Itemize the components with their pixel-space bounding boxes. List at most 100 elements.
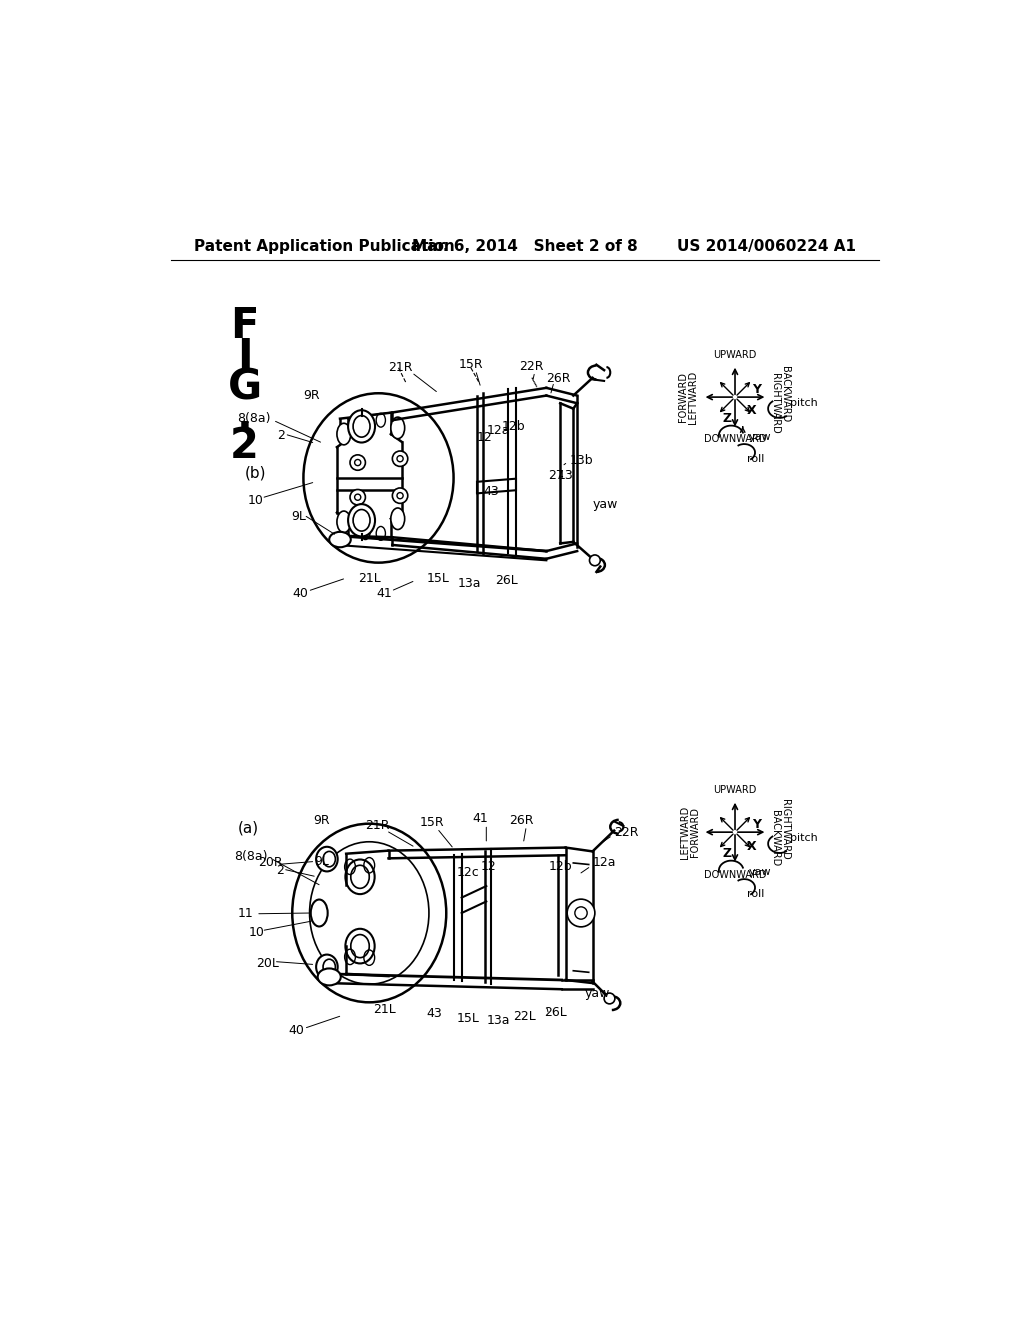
Text: 27: 27 [549, 469, 564, 482]
Text: 15R: 15R [459, 358, 483, 371]
Ellipse shape [323, 851, 336, 867]
Text: .: . [237, 396, 253, 438]
Text: 9R: 9R [303, 389, 319, 403]
Text: (b): (b) [245, 465, 266, 480]
Ellipse shape [303, 393, 454, 562]
Text: Z: Z [723, 412, 732, 425]
Text: F: F [230, 305, 259, 347]
Text: DOWNWARD: DOWNWARD [703, 434, 766, 445]
Ellipse shape [323, 960, 336, 974]
Text: LEFTWARD: LEFTWARD [688, 371, 697, 424]
Text: yaw: yaw [593, 499, 617, 511]
Text: G: G [227, 367, 262, 409]
Text: 43: 43 [427, 1007, 442, 1020]
Ellipse shape [337, 511, 351, 533]
Ellipse shape [353, 416, 370, 437]
Text: 41: 41 [472, 812, 488, 825]
Circle shape [350, 490, 366, 506]
Text: yaw: yaw [749, 432, 771, 442]
Text: 2: 2 [230, 425, 259, 467]
Text: 10: 10 [249, 925, 265, 939]
Text: yaw: yaw [749, 867, 771, 878]
Text: 2: 2 [278, 429, 286, 442]
Text: DOWNWARD: DOWNWARD [703, 870, 766, 879]
Text: Patent Application Publication: Patent Application Publication [194, 239, 455, 255]
Text: 20L: 20L [256, 957, 280, 970]
Ellipse shape [353, 510, 370, 531]
Text: 13: 13 [558, 469, 573, 482]
Text: 15L: 15L [427, 572, 450, 585]
Text: UPWARD: UPWARD [714, 350, 757, 360]
Ellipse shape [348, 411, 375, 442]
Circle shape [392, 451, 408, 466]
Circle shape [567, 899, 595, 927]
Text: 13a: 13a [486, 1014, 510, 1027]
Circle shape [350, 455, 366, 470]
Text: 15R: 15R [420, 816, 444, 829]
Circle shape [574, 907, 587, 919]
Circle shape [392, 488, 408, 503]
Text: 22L: 22L [513, 1010, 537, 1023]
Ellipse shape [348, 504, 375, 536]
Text: I: I [237, 337, 252, 378]
Text: pitch: pitch [791, 833, 818, 843]
Ellipse shape [316, 954, 338, 979]
Text: 8(8a): 8(8a) [238, 412, 270, 425]
Text: 40: 40 [292, 587, 308, 601]
Text: 9L: 9L [291, 510, 306, 523]
Text: RIGHTWARD: RIGHTWARD [770, 372, 780, 434]
Text: 13b: 13b [569, 454, 593, 467]
Text: 12: 12 [480, 861, 497, 874]
Text: 21L: 21L [357, 572, 381, 585]
Text: 12a: 12a [593, 857, 616, 870]
Text: 20R: 20R [258, 857, 283, 870]
Text: yaw: yaw [585, 987, 610, 1001]
Text: 26L: 26L [495, 574, 518, 587]
Ellipse shape [345, 929, 375, 964]
Ellipse shape [391, 417, 404, 438]
Text: 12a: 12a [486, 425, 510, 437]
Text: Z: Z [723, 847, 732, 861]
Text: 13a: 13a [458, 577, 481, 590]
Text: Y: Y [752, 818, 761, 832]
Text: 12: 12 [477, 430, 493, 444]
Text: roll: roll [746, 888, 764, 899]
Text: 22R: 22R [519, 360, 543, 372]
Text: 26L: 26L [544, 1006, 567, 1019]
Text: 9R: 9R [313, 814, 330, 828]
Text: X: X [748, 840, 757, 853]
Text: 21L: 21L [374, 1003, 396, 1016]
Text: Y: Y [752, 383, 761, 396]
Text: 26R: 26R [546, 372, 570, 385]
Text: UPWARD: UPWARD [714, 785, 757, 795]
Text: 2: 2 [276, 865, 284, 878]
Ellipse shape [351, 935, 370, 958]
Text: BACKWARD: BACKWARD [770, 810, 780, 866]
Text: 43: 43 [483, 484, 499, 498]
Text: LEFTWARD: LEFTWARD [680, 805, 690, 859]
Text: 10: 10 [248, 494, 263, 507]
Text: 12b: 12b [502, 420, 525, 433]
Ellipse shape [310, 899, 328, 927]
Ellipse shape [345, 859, 375, 894]
Text: 12b: 12b [549, 861, 572, 874]
Ellipse shape [292, 824, 446, 1002]
Text: RIGHTWARD: RIGHTWARD [780, 799, 791, 859]
Text: /: / [528, 376, 541, 388]
Text: 22R: 22R [614, 825, 639, 838]
Ellipse shape [351, 866, 370, 888]
Text: 15L: 15L [457, 1012, 479, 1026]
Circle shape [590, 554, 600, 566]
Circle shape [354, 494, 360, 500]
Text: 8(8a): 8(8a) [234, 850, 267, 863]
Circle shape [397, 455, 403, 462]
Circle shape [397, 492, 403, 499]
Text: (a): (a) [238, 821, 259, 836]
Ellipse shape [317, 969, 341, 985]
Text: 40: 40 [288, 1024, 304, 1038]
Text: pitch: pitch [791, 399, 818, 408]
Text: 12c: 12c [457, 866, 479, 879]
Circle shape [604, 993, 614, 1003]
Text: 21R: 21R [388, 362, 413, 375]
Circle shape [354, 459, 360, 466]
